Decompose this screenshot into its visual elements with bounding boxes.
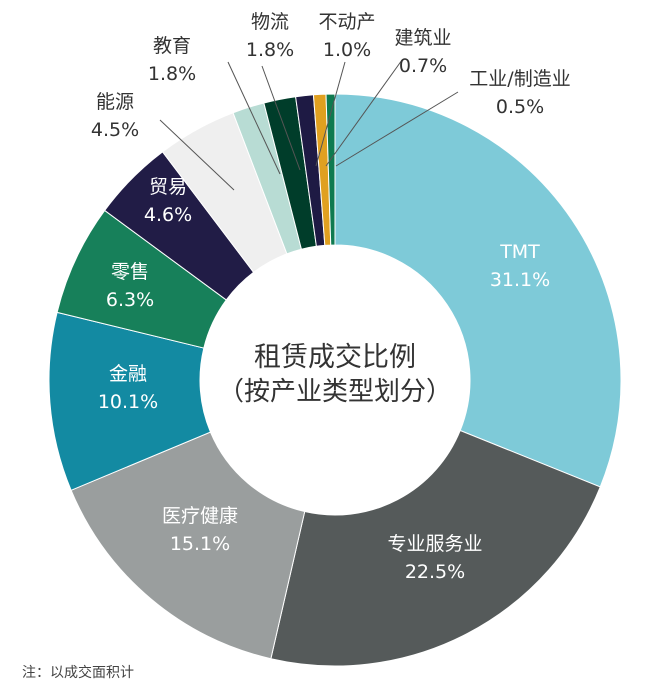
slice-2 (70, 431, 306, 660)
slice-label-4: 零售 (111, 261, 149, 283)
slice-label-7: 教育 (153, 35, 191, 57)
slice-value-2: 15.1% (170, 533, 230, 555)
chart-subtitle: （按产业类型划分） (218, 377, 452, 407)
slice-1 (270, 429, 601, 667)
slice-label-3: 金融 (109, 363, 147, 385)
slice-value-10: 0.7% (399, 55, 447, 77)
slice-0 (334, 93, 622, 488)
slice-value-4: 6.3% (106, 289, 154, 311)
slice-label-2: 医疗健康 (162, 505, 238, 527)
slice-value-6: 4.5% (91, 119, 139, 141)
slice-label-1: 专业服务业 (387, 533, 482, 555)
leader-line-11 (335, 91, 459, 167)
slice-label-11: 工业/制造业 (469, 68, 570, 90)
slice-label-8: 物流 (251, 11, 289, 33)
slice-value-5: 4.6% (144, 204, 192, 226)
slice-value-7: 1.8% (148, 63, 196, 85)
leader-line-9 (315, 61, 346, 167)
footnote: 注：以成交面积计 (22, 665, 134, 681)
slice-11 (325, 93, 336, 246)
leader-line-10 (325, 59, 403, 167)
slice-label-10: 建筑业 (394, 27, 451, 49)
slice-value-8: 1.8% (246, 39, 294, 61)
slice-value-3: 10.1% (98, 391, 158, 413)
slice-value-9: 1.0% (323, 39, 371, 61)
slice-label-5: 贸易 (149, 176, 187, 198)
slice-value-1: 22.5% (405, 561, 465, 583)
leader-line-6 (159, 119, 235, 191)
slice-value-0: 31.1% (490, 269, 550, 291)
leader-line-7 (227, 61, 281, 175)
chart-title: 租赁成交比例 (254, 342, 416, 373)
slice-value-11: 0.5% (496, 96, 544, 118)
leader-line-8 (261, 65, 301, 171)
slice-label-6: 能源 (96, 91, 134, 113)
slice-label-0: TMT (499, 241, 540, 263)
slice-label-9: 不动产 (318, 11, 375, 33)
